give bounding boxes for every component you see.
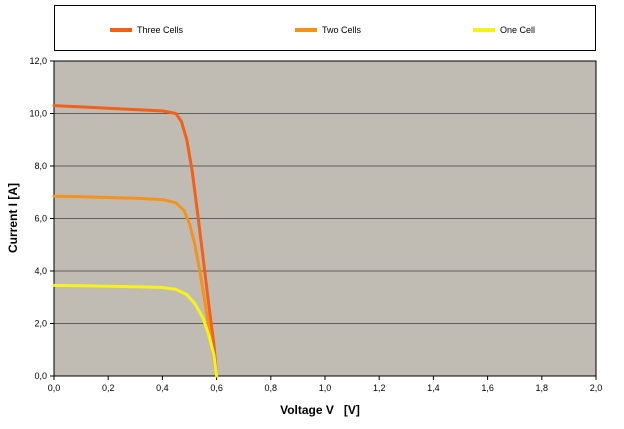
x-tick-label-9: 1,8 xyxy=(536,383,549,393)
y-tick-label-0: 0,0 xyxy=(34,371,47,381)
series-lines xyxy=(52,104,219,378)
x-tick-label-2: 0,4 xyxy=(156,383,169,393)
legend-label-two-cells: Two Cells xyxy=(322,25,362,35)
x-tick-label-4: 0,8 xyxy=(265,383,278,393)
x-tick-label-6: 1,2 xyxy=(373,383,386,393)
x-tick-label-0: 0,0 xyxy=(48,383,61,393)
y-tick-label-2: 4,0 xyxy=(34,266,47,276)
legend-label-three-cells: Three Cells xyxy=(137,25,184,35)
x-tick-label-1: 0,2 xyxy=(102,383,115,393)
x-tick-label-3: 0,6 xyxy=(210,383,223,393)
y-tick-label-4: 8,0 xyxy=(34,161,47,171)
y-tick-label-5: 10,0 xyxy=(29,109,47,119)
x-tick-label-5: 1,0 xyxy=(319,383,332,393)
y-axis-ticks: 0,0 2,0 4,0 6,0 8,0 10,0 12,0 xyxy=(29,56,54,381)
series-line-three-cells xyxy=(52,104,219,378)
legend: Three Cells Two Cells One Cell xyxy=(54,5,596,51)
x-tick-label-7: 1,4 xyxy=(427,383,440,393)
y-tick-label-6: 12,0 xyxy=(29,56,47,66)
legend-swatch-one-cell xyxy=(473,28,495,32)
legend-swatch-two-cells xyxy=(295,28,317,32)
legend-item-one-cell: One Cell xyxy=(473,24,535,36)
legend-item-three-cells: Three Cells xyxy=(110,24,183,36)
gridlines xyxy=(54,113,596,324)
x-tick-label-10: 2,0 xyxy=(590,383,603,393)
x-tick-label-8: 1,6 xyxy=(481,383,494,393)
series-line-one-cell xyxy=(52,283,219,378)
y-tick-label-3: 6,0 xyxy=(34,214,47,224)
series-line-two-cells xyxy=(52,194,219,378)
x-axis-title: Voltage V [V] xyxy=(280,403,360,417)
legend-label-one-cell: One Cell xyxy=(500,25,536,35)
x-axis-ticks: 0,0 0,2 0,4 0,6 0,8 1,0 1,2 1,4 1,6 1,8 2,0 xyxy=(48,376,603,393)
y-axis-title: Current I [A] xyxy=(6,183,20,253)
legend-swatch-three-cells xyxy=(110,28,132,32)
y-tick-label-1: 2,0 xyxy=(34,319,47,329)
legend-item-two-cells: Two Cells xyxy=(295,24,361,36)
